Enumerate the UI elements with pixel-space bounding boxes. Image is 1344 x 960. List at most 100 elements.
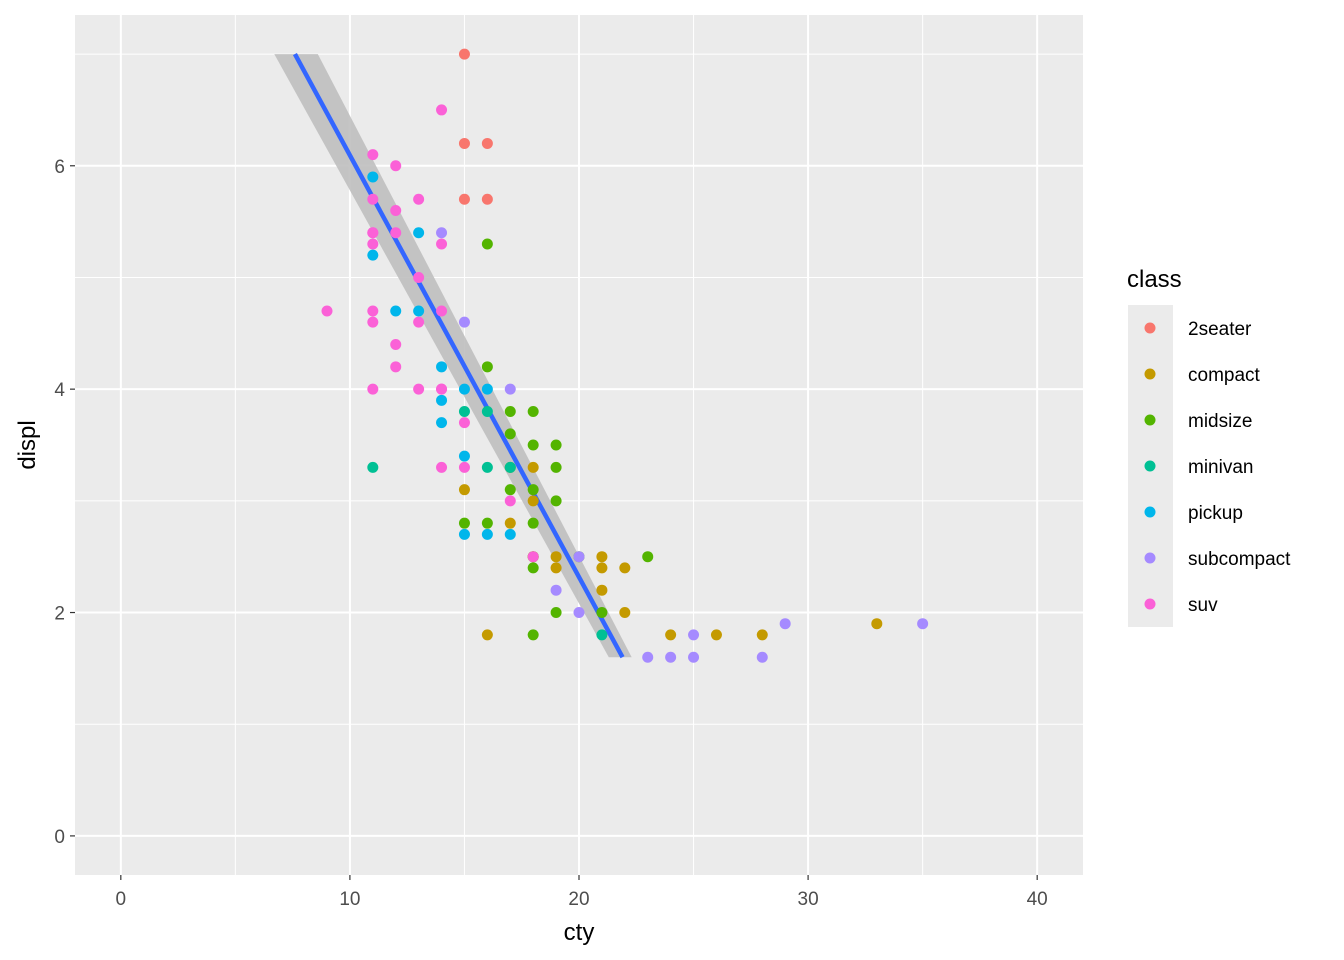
data-point-midsize (596, 607, 608, 619)
data-point-subcompact (573, 607, 585, 619)
data-point-pickup (436, 417, 448, 429)
data-point-pickup (458, 383, 470, 395)
data-point-compact (596, 562, 608, 574)
legend-key-subcompact (1144, 552, 1156, 564)
legend-label-subcompact: subcompact (1188, 549, 1291, 570)
data-point-compact (871, 618, 883, 630)
legend-label-2seater: 2seater (1188, 319, 1252, 340)
data-point-pickup (367, 249, 379, 261)
y-tick-label: 6 (54, 157, 65, 178)
data-point-subcompact (665, 651, 677, 663)
legend-label-suv: suv (1188, 595, 1218, 616)
data-point-compact (550, 562, 562, 574)
data-point-midsize (458, 517, 470, 529)
x-tick-label: 30 (798, 889, 819, 910)
y-tick-label: 2 (54, 604, 65, 625)
data-point-pickup (367, 171, 379, 183)
data-point-subcompact (504, 383, 516, 395)
x-tick-label: 40 (1027, 889, 1048, 910)
data-point-midsize (527, 517, 539, 529)
data-point-compact (458, 484, 470, 496)
data-point-compact (527, 461, 539, 473)
x-tick-label: 0 (116, 889, 127, 910)
data-point-pickup (390, 305, 402, 317)
x-axis-title: cty (564, 919, 595, 946)
data-point-midsize (504, 428, 516, 440)
data-point-midsize (642, 551, 654, 563)
data-point-compact (596, 551, 608, 563)
data-point-compact (481, 629, 493, 641)
data-point-subcompact (642, 651, 654, 663)
legend-key-suv (1144, 598, 1156, 610)
y-tick-label: 0 (54, 827, 65, 848)
data-point-pickup (436, 394, 448, 406)
data-point-subcompact (550, 584, 562, 596)
legend-key-minivan (1144, 460, 1156, 472)
data-point-subcompact (779, 618, 791, 630)
data-point-suv (390, 338, 402, 350)
data-point-minivan (481, 405, 493, 417)
smooth-line (292, 53, 625, 659)
data-point-2seater (481, 193, 493, 205)
data-point-compact (710, 629, 722, 641)
legend-key-midsize (1144, 414, 1156, 426)
data-point-2seater (458, 137, 470, 149)
legend-key-pickup (1144, 506, 1156, 518)
data-point-pickup (436, 361, 448, 373)
data-point-2seater (458, 48, 470, 60)
data-point-midsize (550, 607, 562, 619)
data-point-compact (665, 629, 677, 641)
data-point-suv (413, 383, 425, 395)
data-point-suv (367, 305, 379, 317)
data-point-subcompact (688, 629, 700, 641)
y-axis-title: displ (14, 420, 41, 469)
data-point-2seater (458, 193, 470, 205)
data-point-suv (367, 316, 379, 328)
data-point-pickup (504, 528, 516, 540)
data-point-suv (504, 495, 516, 507)
data-point-subcompact (756, 651, 768, 663)
points-layer (321, 48, 929, 663)
data-point-suv (413, 271, 425, 283)
data-point-suv (390, 227, 402, 239)
data-point-suv (390, 361, 402, 373)
y-tick-label: 4 (54, 380, 65, 401)
data-point-suv (436, 383, 448, 395)
data-point-suv (367, 238, 379, 250)
data-point-midsize (550, 461, 562, 473)
data-point-suv (458, 461, 470, 473)
legend-label-pickup: pickup (1188, 503, 1243, 524)
legend-items: 2seater compact midsize minivan pickup subcom… (1144, 319, 1291, 616)
data-point-midsize (504, 484, 516, 496)
data-point-minivan (367, 461, 379, 473)
data-point-midsize (550, 495, 562, 507)
data-point-suv (367, 193, 379, 205)
data-point-minivan (596, 629, 608, 641)
legend-label-minivan: minivan (1188, 457, 1253, 478)
data-point-subcompact (458, 316, 470, 328)
legend: class 2seater compact midsize minivan pickup… (1127, 266, 1291, 627)
data-point-pickup (458, 528, 470, 540)
data-point-pickup (413, 227, 425, 239)
data-point-midsize (550, 439, 562, 451)
x-tick-label: 10 (339, 889, 360, 910)
data-point-compact (596, 584, 608, 596)
data-point-midsize (527, 562, 539, 574)
data-point-midsize (504, 405, 516, 417)
data-point-suv (413, 316, 425, 328)
data-point-minivan (481, 461, 493, 473)
data-point-suv (367, 227, 379, 239)
data-point-2seater (481, 137, 493, 149)
data-point-suv (390, 204, 402, 216)
legend-title: class (1127, 266, 1182, 293)
data-point-compact (550, 551, 562, 563)
legend-label-compact: compact (1188, 365, 1261, 386)
data-point-suv (367, 383, 379, 395)
data-point-midsize (527, 484, 539, 496)
data-point-subcompact (573, 551, 585, 563)
data-point-suv (321, 305, 333, 317)
data-point-compact (619, 607, 631, 619)
data-point-midsize (527, 439, 539, 451)
data-point-subcompact (688, 651, 700, 663)
